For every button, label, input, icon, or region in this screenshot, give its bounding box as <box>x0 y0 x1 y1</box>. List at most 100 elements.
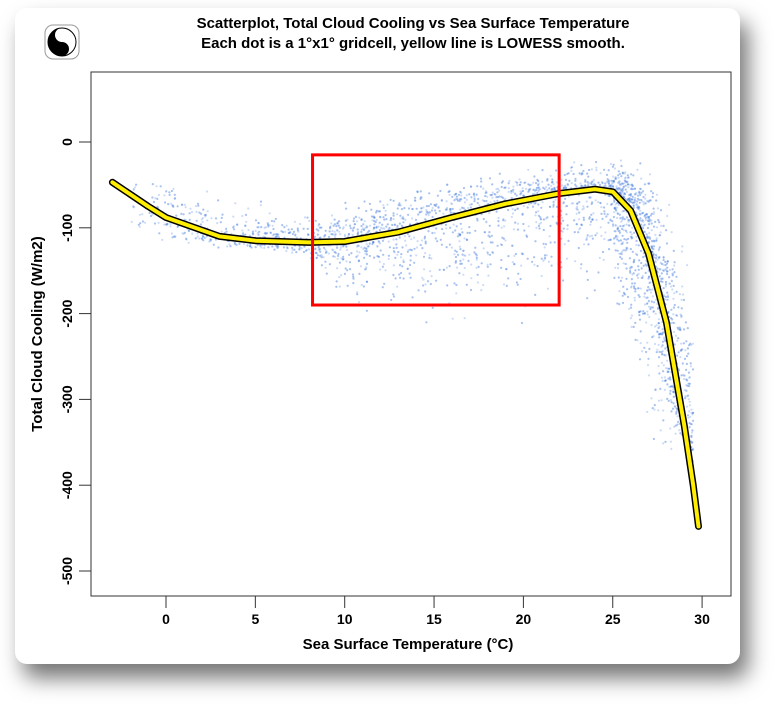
scatter-point <box>392 214 395 217</box>
scatter-point <box>337 224 340 227</box>
scatter-point <box>489 263 492 266</box>
scatter-point <box>640 261 643 265</box>
scatter-point <box>621 234 624 237</box>
scatter-point <box>671 385 675 388</box>
scatter-point <box>138 225 141 228</box>
scatter-point <box>617 263 620 266</box>
scatter-point <box>691 441 694 444</box>
scatter-point <box>357 231 360 234</box>
scatter-point <box>613 276 616 279</box>
scatter-point <box>645 213 648 216</box>
scatter-point <box>675 314 678 317</box>
scatter-point <box>386 223 389 226</box>
scatter-point <box>528 188 532 191</box>
scatter-point <box>427 204 430 208</box>
scatter-point <box>646 289 649 292</box>
scatter-point <box>360 246 363 249</box>
scatter-point <box>398 273 401 276</box>
scatter-point <box>566 172 569 176</box>
scatter-point <box>276 233 279 236</box>
scatter-point <box>504 186 507 189</box>
scatter-point <box>347 233 350 236</box>
scatter-point <box>276 245 279 248</box>
scatter-point <box>638 295 641 298</box>
scatter-point <box>636 194 640 197</box>
scatter-point <box>653 404 656 407</box>
scatter-point <box>550 181 554 184</box>
scatter-point <box>583 243 586 246</box>
scatter-point <box>578 211 581 214</box>
scatter-point <box>649 214 652 217</box>
scatter-point <box>665 262 669 265</box>
scatter-point <box>643 215 646 218</box>
scatter-point <box>204 215 207 218</box>
scatter-point <box>298 245 301 248</box>
scatter-point <box>638 311 641 314</box>
scatter-point <box>389 198 392 201</box>
scatter-point <box>398 236 401 239</box>
scatter-point <box>459 233 462 236</box>
scatter-point <box>582 216 585 219</box>
scatter-point <box>647 182 650 185</box>
scatter-point <box>580 173 583 176</box>
scatter-point <box>336 229 339 232</box>
scatter-point <box>643 223 646 226</box>
scatter-point <box>658 350 661 353</box>
scatter-point <box>626 198 630 201</box>
scatter-point <box>291 251 294 254</box>
scatter-point <box>628 307 631 310</box>
scatter-point <box>659 332 662 336</box>
scatter-point <box>363 256 366 259</box>
scatter-point <box>490 234 493 237</box>
scatter-point <box>283 226 286 229</box>
scatter-point <box>214 217 218 220</box>
scatter-point <box>590 213 593 216</box>
scatter-point <box>437 206 440 209</box>
scatter-point <box>233 241 236 244</box>
scatter-point <box>139 222 142 225</box>
scatter-point <box>535 182 538 185</box>
scatter-point <box>462 187 466 190</box>
scatter-point <box>619 191 623 194</box>
scatter-point <box>624 180 627 183</box>
scatter-point <box>662 287 665 290</box>
scatter-point <box>679 328 682 331</box>
scatter-point <box>647 219 650 222</box>
scatter-point <box>647 223 651 226</box>
x-tick-label: 0 <box>162 611 170 627</box>
scatter-point <box>644 218 647 222</box>
scatter-point <box>680 349 683 352</box>
scatter-point <box>336 221 339 224</box>
scatter-point <box>580 184 583 187</box>
scatter-point <box>672 402 675 405</box>
scatter-point <box>624 188 627 191</box>
scatter-point <box>333 250 336 254</box>
scatter-point <box>618 187 621 190</box>
scatter-point <box>649 307 652 311</box>
scatter-point <box>661 353 664 356</box>
scatter-point <box>502 218 505 221</box>
scatter-point <box>363 220 366 223</box>
scatter-point <box>675 407 679 410</box>
scatter-point <box>586 181 589 184</box>
scatter-point <box>661 350 664 353</box>
scatter-point <box>225 227 228 230</box>
scatter-point <box>671 272 674 275</box>
scatter-point <box>672 313 675 316</box>
scatter-point <box>624 229 628 232</box>
scatter-point <box>616 235 619 238</box>
scatter-point <box>496 191 499 194</box>
scatter-point <box>411 208 414 211</box>
scatter-point <box>399 204 402 207</box>
scatter-point <box>324 229 327 232</box>
scatter-point <box>362 285 365 288</box>
scatter-point <box>455 250 458 253</box>
scatter-point <box>642 310 645 313</box>
scatter-point <box>648 281 651 284</box>
scatter-point <box>463 237 466 240</box>
scatter-point <box>626 174 629 177</box>
scatter-point <box>466 238 469 242</box>
scatter-point <box>670 410 673 413</box>
scatter-point <box>630 173 633 176</box>
scatter-point <box>338 230 341 233</box>
